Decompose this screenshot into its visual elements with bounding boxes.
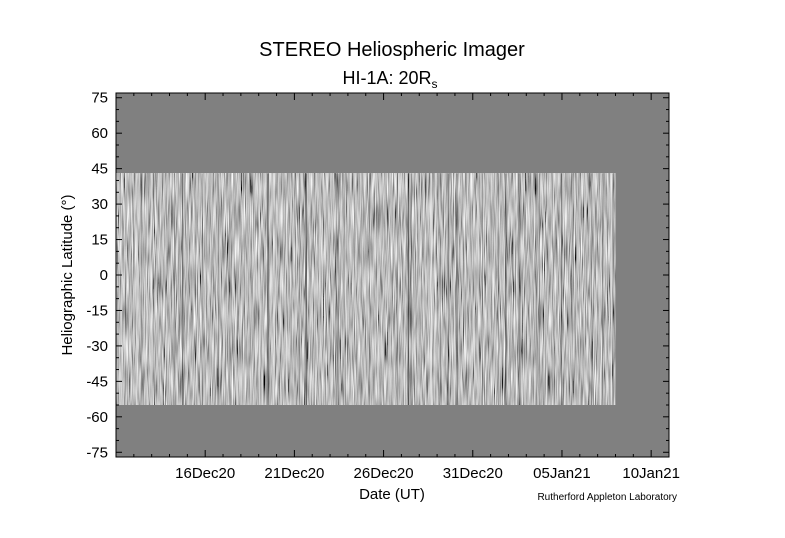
plot-area [115,92,670,458]
x-tick-label: 10Jan21 [622,465,680,482]
subtitle-subscript: s [432,77,438,91]
y-tick-label: 30 [91,196,108,213]
y-tick-label: 60 [91,125,108,142]
y-tick-label: -15 [86,302,108,319]
y-tick-label: -75 [86,444,108,461]
chart-subtitle: HI-1A: 20Rs [342,68,437,91]
y-tick-label: 15 [91,232,108,249]
chart-title: STEREO Heliospheric Imager [259,39,525,61]
y-axis: 75 60 45 30 15 0 -15 -30 -45 -60 -75 [86,90,669,461]
y-tick-label: -30 [86,338,108,355]
credit-label: Rutherford Appleton Laboratory [537,492,677,503]
y-tick-label: -45 [86,373,108,390]
x-axis: 16Dec20 21Dec20 26Dec20 31Dec20 05Jan21 10Jan… [115,93,680,482]
x-tick-label: 21Dec20 [264,465,324,482]
y-tick-label: 0 [100,267,108,284]
y-tick-label: 75 [91,90,108,107]
y-tick-label: -60 [86,409,108,426]
x-tick-label: 16Dec20 [175,465,235,482]
x-tick-label: 05Jan21 [533,465,591,482]
x-tick-label: 26Dec20 [354,465,414,482]
subtitle-symbol: R [419,68,432,88]
y-tick-label: 45 [91,161,108,178]
y-axis-label: Heliographic Latitude (°) [59,194,76,355]
subtitle-text: HI-1A: 20 [342,68,418,88]
streak-lines [119,173,614,405]
x-axis-label: Date (UT) [359,486,425,503]
x-tick-label: 31Dec20 [443,465,503,482]
data-image [116,173,616,405]
